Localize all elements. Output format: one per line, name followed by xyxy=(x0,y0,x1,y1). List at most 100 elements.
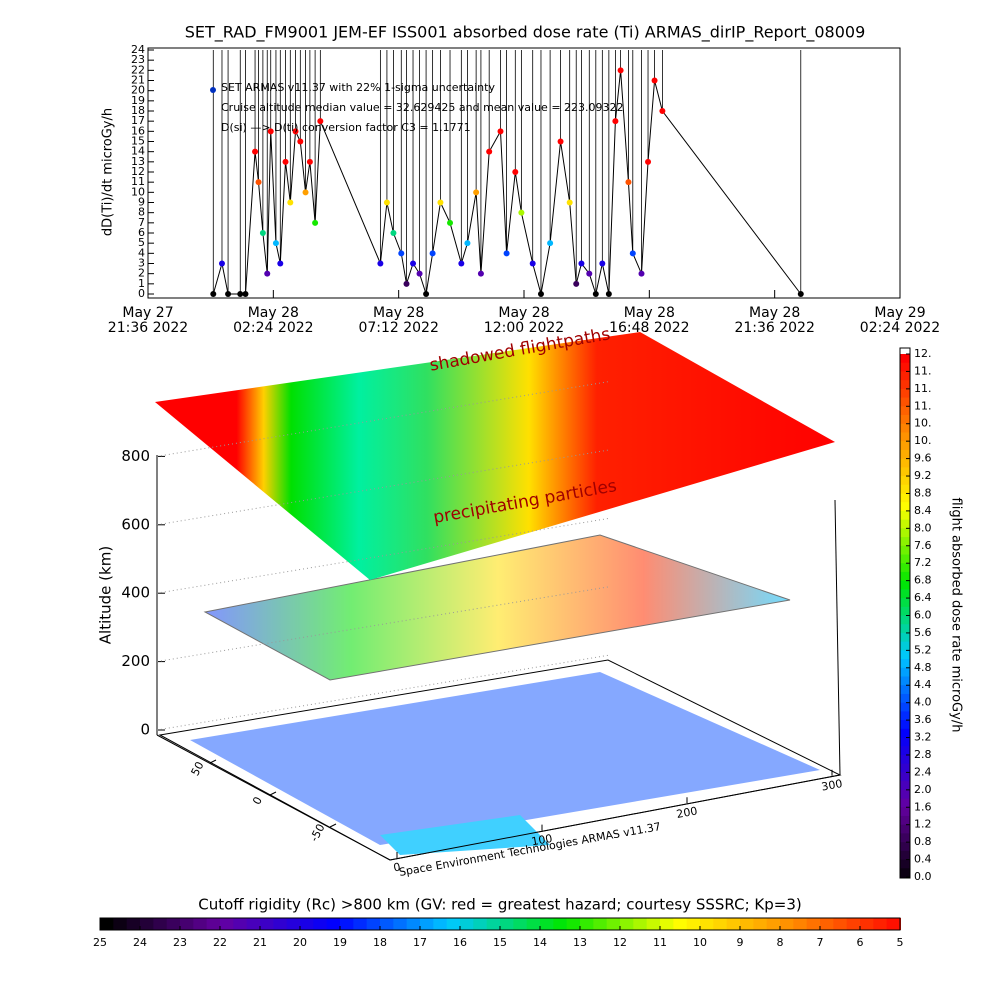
colorbar-cell xyxy=(713,918,728,930)
colorbar-cell xyxy=(900,659,910,669)
colorbar-cell xyxy=(900,589,910,600)
data-point xyxy=(473,189,480,196)
z-grid xyxy=(156,654,611,731)
colorbar-cell xyxy=(900,615,910,626)
colorbar-cell xyxy=(900,693,910,704)
chart-title: SET_RAD_FM9001 JEM-EF ISS001 absorbed do… xyxy=(185,23,866,43)
colorbar-cell xyxy=(246,918,261,930)
colorbar-cell xyxy=(260,918,275,930)
colorbar-cell xyxy=(900,815,910,826)
y-tick-label: 14 xyxy=(131,145,145,158)
y-tick-label: 10 xyxy=(131,185,145,198)
colorbar-cell xyxy=(593,918,608,930)
x-tick-label: 21:36 2022 xyxy=(108,320,188,336)
colorbar-cell xyxy=(900,371,910,382)
colorbar-cell xyxy=(900,720,910,730)
colorbar-tick-label: 5.6 xyxy=(914,626,932,639)
colorbar-cell xyxy=(633,918,648,930)
colorbar-cell xyxy=(606,918,621,930)
y-tick-label: 50 xyxy=(189,760,207,778)
x-tick-label: 21:36 2022 xyxy=(734,320,814,336)
colorbar-cell xyxy=(753,918,768,930)
colorbar-cell xyxy=(166,918,181,930)
y-tick-label: 17 xyxy=(131,114,145,127)
colorbar-tick-label: 9 xyxy=(737,936,744,949)
y-tick-label: 15 xyxy=(131,135,145,148)
colorbar-cell xyxy=(873,918,888,930)
colorbar-tick-label: 5.2 xyxy=(914,643,932,656)
colorbar-tick-label: 10. xyxy=(914,417,932,430)
colorbar-cell xyxy=(900,406,910,417)
data-point xyxy=(259,230,266,236)
colorbar-cell xyxy=(113,918,128,930)
data-point xyxy=(797,291,804,297)
data-point xyxy=(566,199,573,206)
colorbar-cell xyxy=(900,746,910,756)
colorbar-cell xyxy=(140,918,155,930)
colorbar-tick-label: 23 xyxy=(173,936,187,949)
y-tick-label: 19 xyxy=(131,94,145,107)
colorbar-cell xyxy=(900,388,910,399)
colorbar-cell xyxy=(900,798,910,809)
data-point xyxy=(252,148,259,155)
colorbar-cell xyxy=(460,918,475,930)
colorbar-cell xyxy=(220,918,235,930)
data-point xyxy=(210,291,217,297)
colorbar-tick-label: 10 xyxy=(693,936,707,949)
data-point xyxy=(277,260,284,267)
legend-symbol xyxy=(210,87,216,93)
x-tick-label: May 29 xyxy=(874,305,925,321)
data-point xyxy=(486,148,493,155)
y-tick xyxy=(269,791,277,796)
colorbar-cell xyxy=(473,918,488,930)
y-tick-label: 0 xyxy=(138,287,145,300)
colorbar-cell xyxy=(860,918,875,930)
colorbar-cell xyxy=(380,918,395,930)
colorbar-cell xyxy=(900,510,910,521)
y-tick-label: 11 xyxy=(131,175,145,188)
x-tick-label: 16:48 2022 xyxy=(609,320,689,336)
x-axis xyxy=(389,774,841,861)
data-point xyxy=(377,260,384,267)
annotation: Cruise altitude median value = 32.629425… xyxy=(221,101,624,114)
colorbar-cell xyxy=(726,918,741,930)
data-point xyxy=(651,77,658,84)
colorbar-cell xyxy=(286,918,301,930)
z-axis-label: Altitude (km) xyxy=(97,546,115,644)
y-tick-label: 24 xyxy=(131,43,145,56)
colorbar-cell xyxy=(900,571,910,582)
data-point xyxy=(292,128,299,135)
particle-slab xyxy=(155,332,835,580)
data-point xyxy=(282,158,289,165)
y-tick-label: 18 xyxy=(131,104,145,117)
x-tick-label: May 28 xyxy=(248,305,299,321)
data-point xyxy=(557,138,564,145)
y-tick-label: 20 xyxy=(131,84,145,97)
colorbar-cell xyxy=(900,807,910,817)
data-point xyxy=(477,270,484,277)
data-point xyxy=(529,260,536,267)
colorbar-tick-label: 0.8 xyxy=(914,835,932,848)
colorbar-tick-label: 8.8 xyxy=(914,486,932,499)
x-tick-label: 02:24 2022 xyxy=(860,320,940,336)
y-tick-label: 13 xyxy=(131,155,145,168)
colorbar-frame xyxy=(899,347,911,879)
y-tick-label: 4 xyxy=(138,246,145,259)
data-point xyxy=(312,219,319,226)
colorbar-cell xyxy=(553,918,568,930)
data-point xyxy=(605,291,612,297)
colorbar-tick-label: 4.8 xyxy=(914,661,932,674)
colorbar-cell xyxy=(900,554,910,565)
colorbar-tick-label: 19 xyxy=(333,936,347,949)
colorbar-cell xyxy=(686,918,701,930)
data-point xyxy=(383,199,390,206)
colorbar-tick-label: 12 xyxy=(613,936,627,949)
colorbar-cell xyxy=(566,918,581,930)
colorbar-cell xyxy=(153,918,168,930)
colorbar-tick-label: 18 xyxy=(373,936,387,949)
data-point xyxy=(317,118,324,125)
colorbar-cell xyxy=(900,563,910,573)
data-point xyxy=(625,179,632,186)
colorbar-tick-label: 7 xyxy=(817,936,824,949)
